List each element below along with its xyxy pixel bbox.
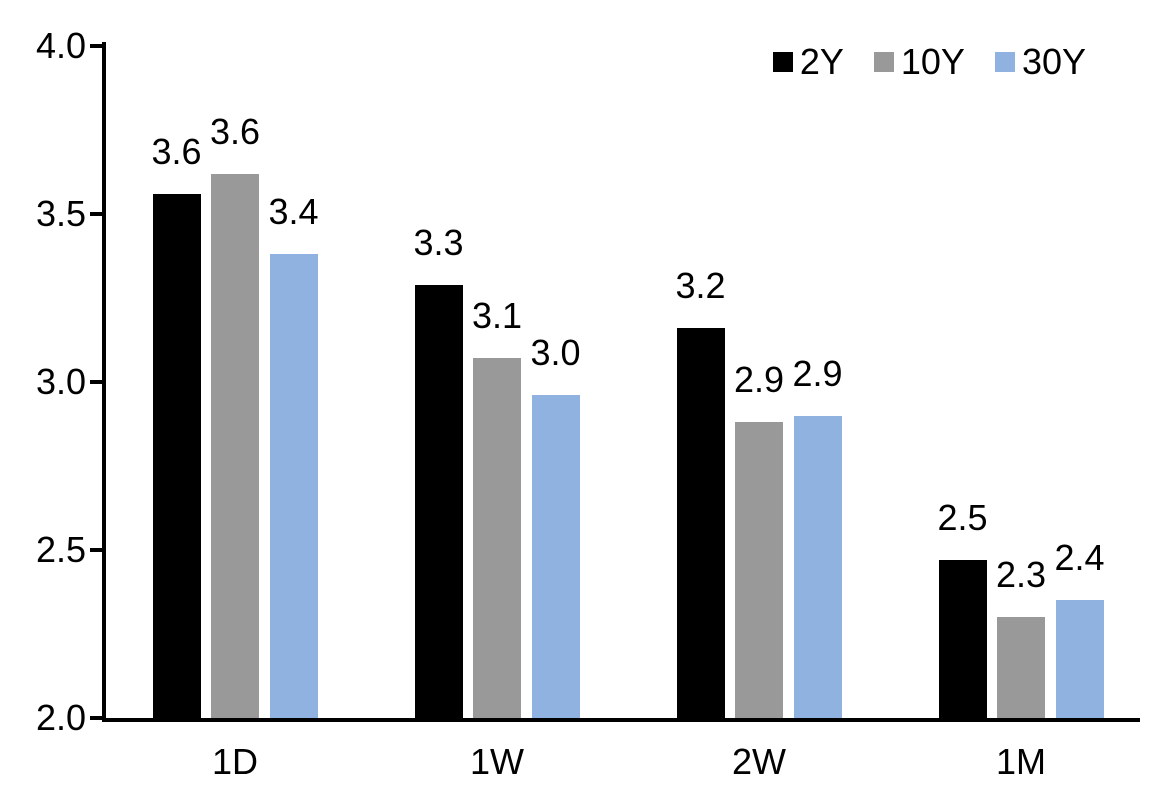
bar-value-label-10y-1d: 3.6 [209,110,261,152]
bar-30y-2w [793,415,842,718]
y-tick-label: 4.0 [35,25,86,66]
bar-10y-1d [211,173,259,718]
legend-swatch-icon-10y [873,52,894,72]
bar-2y-1d [152,193,201,718]
legend-label-30y: 30Y [1021,41,1086,82]
bar-value-label-2y-1d: 3.6 [151,130,202,172]
bar-value-label-30y-1w: 3.0 [530,332,581,374]
legend-label-10y: 10Y [900,41,965,82]
legend-item-10y: 10Y [873,41,965,82]
bar-10y-2w [735,422,783,718]
bar-2y-1w [414,284,463,718]
bar-2y-2w [676,328,725,718]
chart-legend: 2Y 10Y 30Y [772,41,1086,82]
legend-swatch-icon-30y [994,52,1015,72]
bar-value-label-2y-1w: 3.3 [413,221,464,263]
x-category-label-1w: 1W [470,741,524,782]
bar-value-label-30y-1d: 3.4 [268,191,319,233]
x-category-label-2w: 2W [732,741,786,782]
bar-30y-1w [531,395,580,718]
y-tick-label: 3.0 [35,361,86,402]
y-axis-line [102,42,106,722]
legend-swatch-icon-2y [772,52,793,72]
bar-30y-1d [269,254,318,718]
bar-value-label-2y-1m: 2.5 [937,497,988,539]
legend-item-30y: 30Y [994,41,1086,82]
y-axis-tick [90,548,103,552]
x-category-label-1d: 1D [211,741,259,782]
bar-value-label-30y-2w: 2.9 [792,352,843,394]
bar-2y-1m [938,560,987,718]
x-category-label-1m: 1M [995,741,1046,782]
bar-value-label-30y-1m: 2.4 [1054,537,1105,579]
y-tick-label: 2.5 [35,529,86,570]
bar-value-label-10y-1w: 3.1 [471,295,523,337]
x-axis-line [102,718,1140,722]
legend-item-2y: 2Y [772,41,844,82]
bar-value-label-10y-1m: 2.3 [995,554,1047,596]
bar-10y-1w [473,358,521,718]
y-tick-label: 2.0 [35,697,86,738]
bar-value-label-2y-2w: 3.2 [675,265,726,307]
y-axis-tick [90,380,103,384]
bar-10y-1m [997,617,1045,718]
bar-value-label-10y-2w: 2.9 [733,359,785,401]
y-axis-tick [90,716,103,720]
y-axis-tick [90,44,103,48]
y-axis-tick [90,212,103,216]
legend-label-2y: 2Y [799,41,844,82]
y-tick-label: 3.5 [35,193,86,234]
bar-30y-1m [1055,600,1104,718]
